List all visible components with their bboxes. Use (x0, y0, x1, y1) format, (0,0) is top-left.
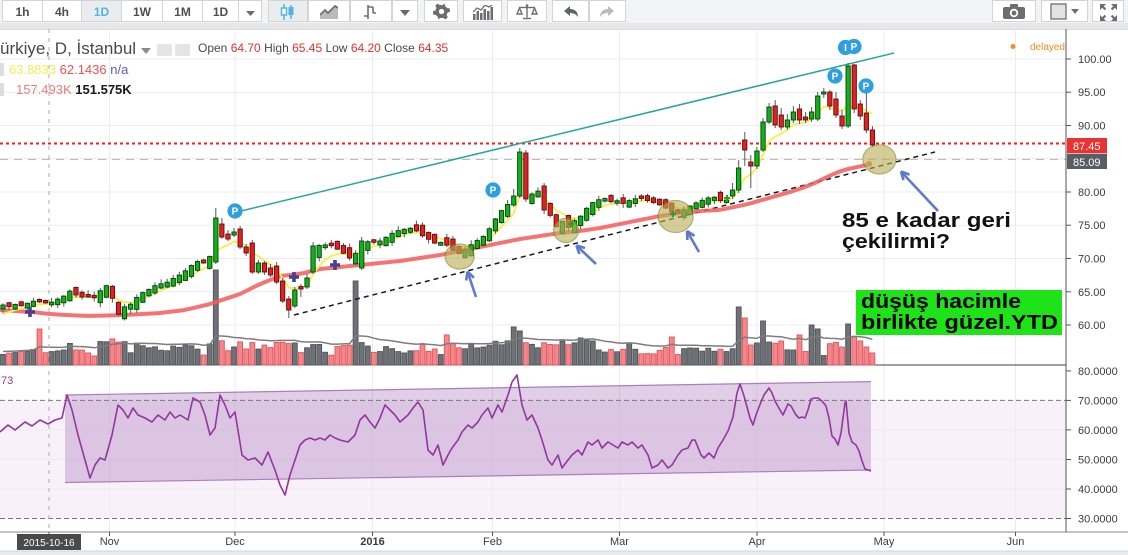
svg-text:50.0000: 50.0000 (1078, 455, 1118, 467)
svg-text:P: P (490, 186, 497, 197)
svg-text:düşüş hacimle: düşüş hacimle (861, 291, 1021, 313)
svg-text:87.45: 87.45 (1073, 141, 1101, 153)
svg-text:birlikte güzel.YTD: birlikte güzel.YTD (861, 312, 1058, 334)
svg-text:73: 73 (1, 375, 13, 387)
svg-text:P: P (232, 207, 239, 218)
svg-text:30.0000: 30.0000 (1078, 514, 1118, 526)
svg-text:I: I (844, 43, 847, 54)
svg-text:Dec: Dec (225, 536, 245, 548)
svg-text:60.00: 60.00 (1078, 320, 1106, 332)
svg-text:70.0000: 70.0000 (1078, 395, 1118, 407)
svg-text:Apr: Apr (748, 536, 765, 548)
svg-text:2016: 2016 (360, 536, 384, 548)
svg-text:May: May (874, 536, 895, 548)
svg-text:85 e kadar geri: 85 e kadar geri (842, 210, 1011, 232)
svg-text:100.00: 100.00 (1078, 54, 1112, 66)
svg-text:Feb: Feb (483, 536, 502, 548)
svg-text:90.00: 90.00 (1078, 121, 1106, 133)
svg-text:85.09: 85.09 (1073, 157, 1101, 169)
svg-text:P: P (832, 72, 839, 83)
svg-text:Nov: Nov (100, 536, 120, 548)
svg-text:65.00: 65.00 (1078, 287, 1106, 299)
svg-text:Mar: Mar (610, 536, 629, 548)
svg-text:75.00: 75.00 (1078, 220, 1106, 232)
svg-text:80.0000: 80.0000 (1078, 366, 1118, 378)
svg-text:P: P (851, 42, 858, 53)
svg-text:80.00: 80.00 (1078, 187, 1106, 199)
svg-text:delayed: delayed (1030, 42, 1065, 53)
svg-text:40.0000: 40.0000 (1078, 484, 1118, 496)
svg-text:95.00: 95.00 (1078, 87, 1106, 99)
svg-text:P: P (863, 82, 870, 93)
svg-text:60.0000: 60.0000 (1078, 425, 1118, 437)
svg-text:çekilirmi?: çekilirmi? (842, 231, 950, 253)
svg-text:Jun: Jun (1007, 536, 1025, 548)
svg-text:2015-10-16: 2015-10-16 (23, 538, 75, 549)
svg-text:70.00: 70.00 (1078, 254, 1106, 266)
